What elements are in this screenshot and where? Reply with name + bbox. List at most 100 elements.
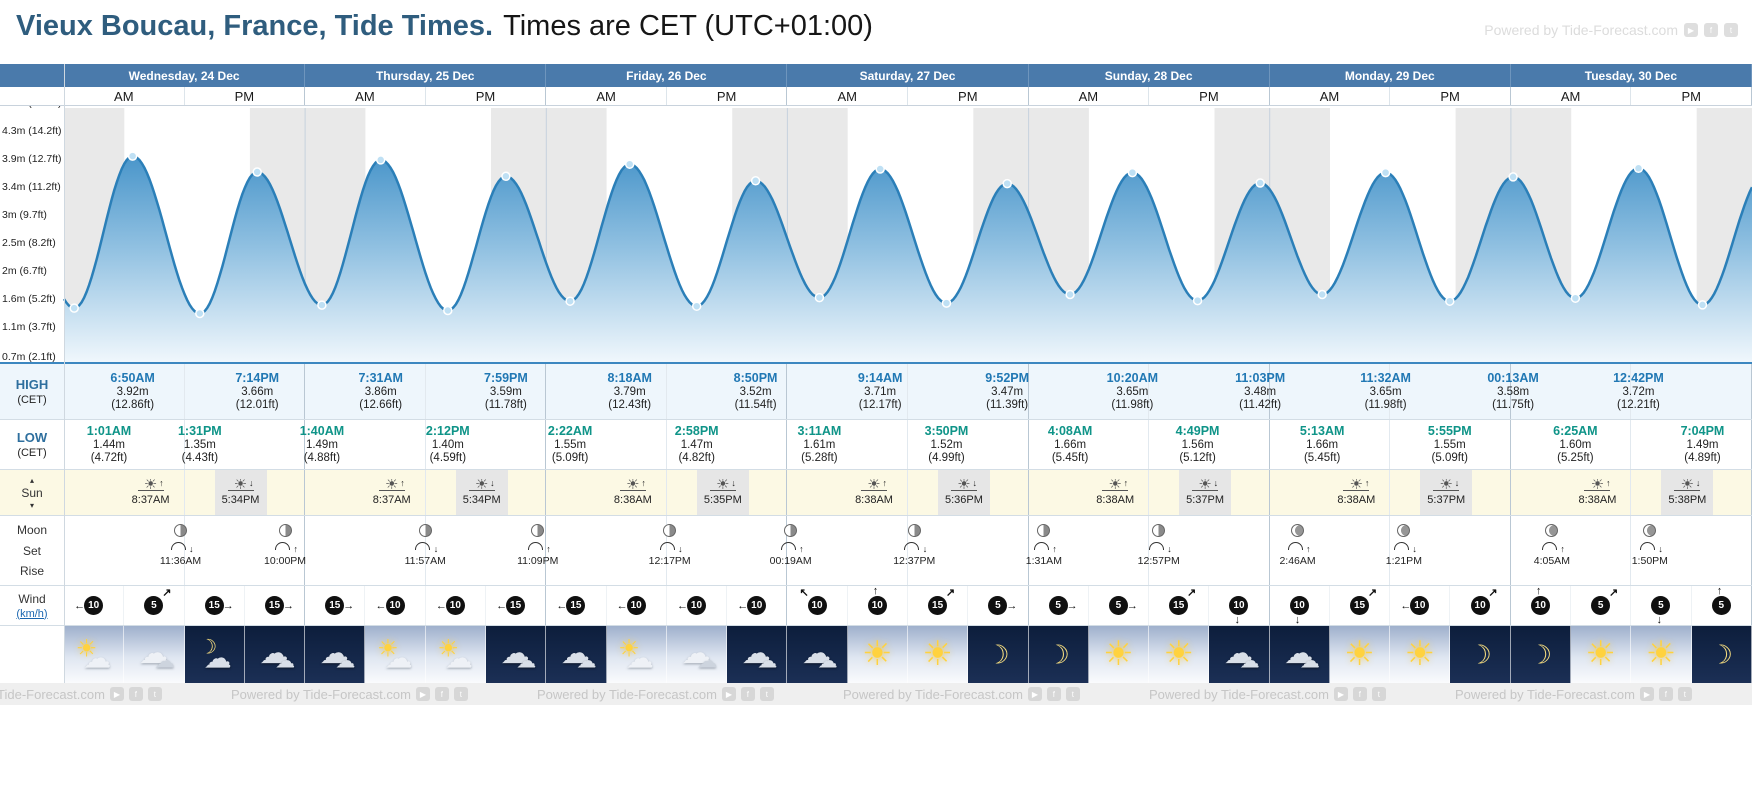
ampm-cell: AM — [1029, 87, 1150, 105]
twitter-icon: t — [1065, 687, 1080, 701]
wind-direction-arrow: ← — [556, 600, 568, 612]
watermark-text: Powered by Tide-Forecast.com — [0, 686, 105, 702]
sunrise-time: 8:38AM — [1337, 494, 1376, 506]
sun-icon: ☀ — [1645, 634, 1677, 673]
moon-phase-icon — [531, 524, 545, 537]
moon-set-icon: ↓ — [1393, 541, 1417, 554]
sun-icon: ☀ — [1103, 634, 1134, 673]
wind-indicator: ← 10 — [1400, 596, 1430, 615]
wind-speed: 10 — [867, 596, 887, 615]
weather-cell: ☁ ☁ — [244, 626, 306, 683]
weather-cell: ☁ ☁ — [1209, 626, 1270, 683]
page-title: Vieux Boucau, France, Tide Times. Times a… — [16, 10, 873, 43]
sun-icon: ☀ — [862, 634, 893, 673]
high-tide-height-m: 3.92m — [116, 386, 149, 398]
sunrise-time: 8:37AM — [372, 494, 411, 506]
weather-cell: ☀ — [1571, 626, 1632, 683]
ampm-cell: PM — [1149, 87, 1270, 105]
moon-phase-icon — [1152, 524, 1166, 537]
kmh-unit-link[interactable]: (km/h) — [16, 607, 48, 620]
high-tide-height-ft: (11.39ft) — [986, 399, 1029, 411]
moon-set-event: ↓ 1:21PM — [1380, 524, 1428, 567]
sunset-icon: ☀ ↓ — [1192, 479, 1219, 491]
moon-phase-icon — [1545, 524, 1559, 537]
grid-cell — [787, 364, 908, 419]
moon-phase-icon — [1037, 524, 1051, 537]
moon-set-icon: ↓ — [170, 541, 194, 554]
sun-row-label[interactable]: ▴ Sun ▾ — [0, 470, 64, 515]
wind-indicator: ← 10 — [376, 596, 405, 615]
ampm-cell: AM — [305, 87, 426, 105]
grid-cell — [546, 516, 667, 585]
day-header-5[interactable]: Monday, 29 Dec — [1269, 64, 1511, 87]
sunset-time: 5:34PM — [221, 494, 260, 506]
moon-phase-icon — [278, 524, 292, 537]
day-header-0[interactable]: Wednesday, 24 Dec — [64, 64, 306, 87]
twitter-icon: t — [453, 687, 468, 701]
wind-direction-arrow: ↑ — [1716, 585, 1723, 597]
tide-area — [64, 156, 1752, 362]
high-row-label: HIGH (CET) — [0, 364, 64, 419]
cloud-icon: ☁ — [697, 650, 718, 673]
cloud-icon: ☁ — [1239, 650, 1260, 673]
wind-cell: ↓ 10 — [1209, 586, 1270, 626]
sunset-icon: ☀ ↓ — [1433, 479, 1460, 491]
sunset-entry: ☀ ↓ 5:35PM — [696, 470, 749, 515]
wind-speed: 15 — [566, 596, 586, 615]
low-tide-entry: 1:01AM 1.44m (4.72ft) — [65, 424, 153, 464]
low-tide-height-m: 1.35m — [183, 439, 216, 451]
day-header-6[interactable]: Tuesday, 30 Dec — [1510, 64, 1752, 87]
wind-speed: 10 — [626, 596, 646, 615]
low-tide-entry: 5:55PM 1.55m (5.09ft) — [1406, 424, 1494, 464]
wind-cell: ← 10 — [667, 586, 728, 625]
grid-cell — [1631, 516, 1752, 585]
weather-cell: ☁ ☁ — [124, 626, 185, 683]
day-header-4[interactable]: Sunday, 28 Dec — [1028, 64, 1270, 87]
cloud-icon: ☁ — [1223, 636, 1254, 670]
twitter-icon: t — [1677, 687, 1692, 701]
high-tide-entry: 8:18AM 3.79m (12.43ft) — [586, 371, 674, 411]
high-tide-height-ft: (11.98ft) — [1111, 399, 1154, 411]
low-tide-time: 2:12PM — [425, 424, 470, 438]
moon-icon: ☽ — [199, 636, 218, 659]
grid-cell — [908, 516, 1029, 585]
high-tide-height-ft: (12.43ft) — [608, 399, 652, 411]
moon-set-event: ↓ 12:37PM — [890, 524, 938, 567]
low-tide-height-m: 1.61m — [803, 439, 836, 451]
moon-rise-time: 4:05AM — [1533, 555, 1570, 567]
day-header-2[interactable]: Friday, 26 Dec — [546, 64, 788, 87]
wind-cell: ↗ 5 — [1571, 586, 1632, 625]
tide-extreme-dots — [69, 151, 1708, 319]
twitter-icon: t — [1371, 687, 1386, 701]
sunset-icon: ☀ ↓ — [950, 479, 977, 491]
wind-speed: 10 — [747, 596, 767, 615]
day-header-3[interactable]: Saturday, 27 Dec — [787, 64, 1029, 87]
high-tide-entry: 7:14PM 3.66m (12.01ft) — [213, 371, 301, 411]
high-tide-entry: 10:20AM 3.65m (11.98ft) — [1088, 371, 1176, 411]
low-tide-height-ft: (5.45ft) — [1051, 452, 1089, 464]
moon-set-time: 12:37PM — [893, 555, 936, 567]
cloud-icon: ☁ — [138, 636, 169, 670]
grid-cell — [426, 516, 547, 585]
high-tide-time: 12:42PM — [1613, 371, 1664, 385]
ampm-row: AM PM AM PM AM PM AM PM AM PM AM PM AM PM — [0, 87, 1752, 106]
grid-cell — [1029, 470, 1150, 515]
grid-cell — [667, 470, 788, 515]
low-tide-entry: 5:13AM 1.66m (5.45ft) — [1278, 424, 1366, 464]
day-header-1[interactable]: Thursday, 25 Dec — [305, 64, 547, 87]
wind-direction-arrow: ↗ — [162, 587, 172, 599]
grid-cell — [787, 470, 908, 515]
sunrise-time: 8:38AM — [855, 494, 893, 506]
grid-cell — [1390, 470, 1511, 515]
axis-label: 1.1m (3.7ft) — [2, 321, 56, 334]
low-tide-time: 5:55PM — [1427, 424, 1472, 438]
moon-set-event: ↓ 12:57PM — [1135, 524, 1183, 567]
watermark-text: Powered by Tide-Forecast.com — [1455, 686, 1635, 702]
low-tide-height-m: 1.55m — [1433, 439, 1466, 451]
weather-cell: ☀ — [1149, 626, 1210, 683]
moon-phase-icon — [663, 524, 677, 537]
sunset-entry: ☀ ↓ 5:37PM — [1420, 470, 1473, 515]
high-tide-time: 10:20AM — [1106, 371, 1159, 385]
wind-indicator: ← 15 — [556, 596, 586, 615]
low-tide-entry: 2:58PM 1.47m (4.82ft) — [653, 424, 741, 464]
